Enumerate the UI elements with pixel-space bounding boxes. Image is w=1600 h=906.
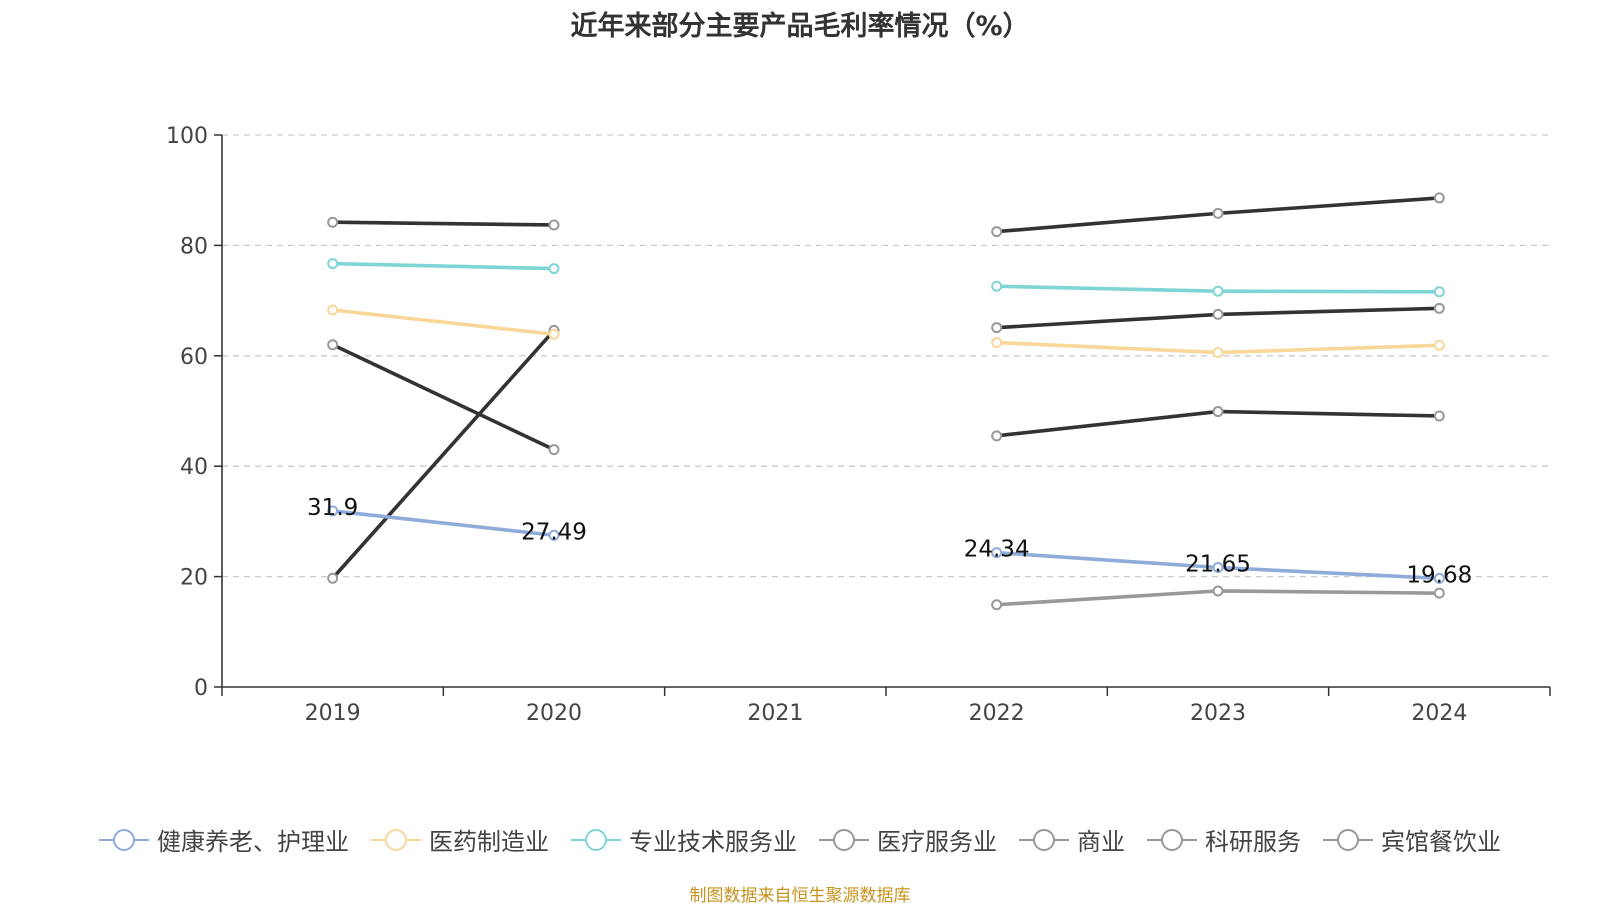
data-point — [1212, 346, 1224, 358]
legend-item[interactable]: 医疗服务业 — [819, 822, 997, 857]
y-tick-label: 60 — [180, 345, 208, 370]
series-line — [332, 220, 555, 227]
chart-title: 近年来部分主要产品毛利率情况（%） — [570, 11, 1030, 42]
data-point — [1433, 286, 1445, 298]
x-tick-label: 2019 — [305, 701, 361, 726]
legend-label: 医药制造业 — [429, 828, 549, 856]
data-point — [1212, 308, 1224, 320]
data-label: 19.68 — [1406, 562, 1472, 588]
data-point — [991, 430, 1003, 442]
data-label: 31.9 — [307, 495, 358, 521]
legend-item[interactable]: 商业 — [1019, 822, 1125, 857]
data-point — [327, 216, 339, 228]
data-point — [327, 505, 339, 517]
legend-label: 科研服务 — [1205, 828, 1301, 856]
data-point — [548, 219, 560, 231]
legend-marker-icon — [571, 828, 621, 851]
source-note: 制图数据来自恒生聚源数据库 — [689, 886, 911, 906]
legend-label: 医疗服务业 — [877, 828, 997, 856]
data-point — [991, 280, 1003, 292]
line-chart: 0 20 40 60 80 100 2019 2020 2021 2022 2023 2024 31.9… — [166, 124, 1551, 726]
x-tick-label: 2023 — [1190, 701, 1246, 726]
y-tick-label: 80 — [180, 234, 208, 259]
data-point — [1212, 285, 1224, 297]
x-tick-label: 2020 — [526, 701, 582, 726]
data-point — [327, 339, 339, 351]
legend-marker-icon — [1147, 828, 1197, 851]
data-point — [327, 304, 339, 316]
data-point — [1433, 339, 1445, 351]
series-line — [332, 308, 555, 337]
series-line — [331, 343, 555, 452]
data-label: 24.34 — [964, 537, 1030, 563]
y-tick-label: 0 — [194, 676, 208, 701]
legend-item[interactable]: 健康养老、护理业 — [99, 822, 349, 857]
data-point — [1433, 302, 1445, 314]
legend-item[interactable]: 专业技术服务业 — [571, 822, 797, 857]
data-point — [991, 322, 1003, 334]
legend-label: 商业 — [1077, 828, 1125, 856]
y-tick-label: 40 — [180, 455, 208, 480]
legend-marker-icon — [1019, 828, 1069, 851]
data-label: 27.49 — [521, 519, 587, 545]
legend-marker-icon — [1323, 828, 1373, 851]
legend-item[interactable]: 宾馆餐饮业 — [1323, 822, 1501, 857]
data-point — [327, 572, 339, 584]
legend-marker-icon — [371, 828, 421, 851]
legend-item[interactable]: 医药制造业 — [371, 822, 549, 857]
x-tick-label: 2022 — [969, 701, 1025, 726]
data-point — [1212, 406, 1224, 418]
data-point — [548, 328, 560, 340]
y-tick-label: 20 — [180, 566, 208, 591]
x-tick-label: 2024 — [1411, 701, 1467, 726]
legend-marker-icon — [819, 828, 869, 851]
data-point — [1433, 192, 1445, 204]
data-point — [991, 337, 1003, 349]
legend-label: 宾馆餐饮业 — [1381, 828, 1501, 856]
data-label: 21.65 — [1185, 551, 1251, 577]
data-point — [1212, 207, 1224, 219]
data-point — [1433, 572, 1445, 584]
data-point — [548, 263, 560, 275]
data-point — [1212, 585, 1224, 597]
data-point — [548, 529, 560, 541]
legend-label: 健康养老、护理业 — [157, 828, 349, 856]
series-line — [332, 509, 555, 538]
y-tick-label: 100 — [166, 124, 208, 149]
legend-item[interactable]: 科研服务 — [1147, 822, 1301, 857]
data-point — [991, 547, 1003, 559]
data-point — [327, 258, 339, 270]
series-line — [332, 261, 555, 271]
chart-legend: 健康养老、护理业 医药制造业 专业技术服务业 医疗服务业 商业 科研服务 宾馆餐饮业 — [0, 822, 1600, 857]
data-point — [991, 599, 1003, 611]
data-point — [1212, 561, 1224, 573]
data-point — [991, 226, 1003, 238]
data-point — [1433, 410, 1445, 422]
legend-label: 专业技术服务业 — [629, 828, 797, 856]
data-point — [548, 444, 560, 456]
data-point — [1433, 587, 1445, 599]
series-line — [331, 329, 556, 580]
x-tick-label: 2021 — [747, 701, 803, 726]
legend-marker-icon — [99, 828, 149, 851]
